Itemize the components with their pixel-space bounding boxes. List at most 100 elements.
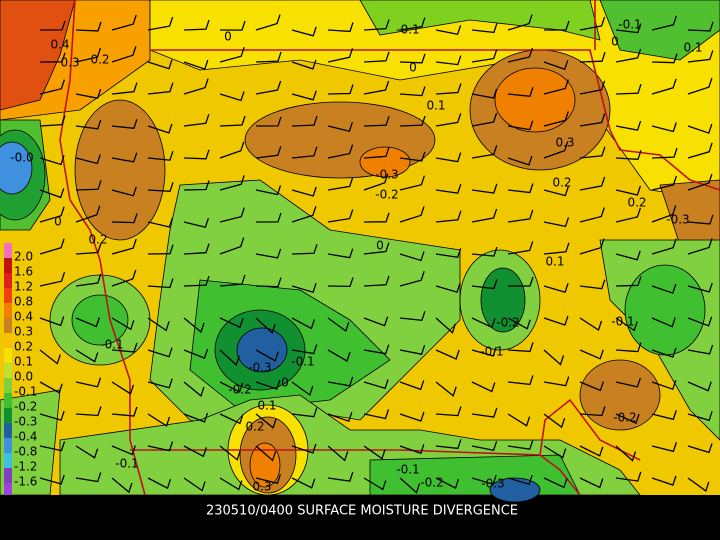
wind-barb — [399, 175, 426, 191]
wind-barb — [111, 82, 138, 95]
wind-barb — [111, 186, 137, 197]
wind-barb — [363, 115, 390, 127]
wind-barb — [651, 410, 677, 421]
wind-barb — [435, 317, 457, 334]
wind-barb — [327, 177, 354, 191]
wind-barb — [75, 180, 102, 191]
wind-barb — [399, 115, 426, 127]
legend-swatch — [4, 393, 12, 408]
wind-barb — [543, 315, 569, 326]
legend-label: 0.2 — [14, 340, 33, 354]
legend-label: 1.2 — [14, 280, 33, 294]
wind-barb — [579, 279, 606, 290]
wind-barb — [219, 175, 245, 191]
legend-swatch — [4, 333, 12, 348]
contour-label: -0.3 — [666, 213, 689, 227]
wind-barb — [255, 248, 282, 259]
wind-barb — [363, 275, 390, 287]
wind-barb — [147, 413, 171, 427]
wind-barb — [543, 242, 570, 255]
contour-label: -0.1 — [480, 345, 503, 359]
legend-label: -0.8 — [14, 445, 37, 459]
wind-barb — [399, 206, 425, 223]
wind-barb — [471, 49, 498, 63]
legend-label: 0.1 — [14, 355, 33, 369]
wind-barb — [255, 277, 282, 288]
wind-barb — [327, 248, 354, 259]
wind-barb — [291, 381, 314, 397]
legend-label: -1.6 — [14, 475, 37, 489]
wind-barb — [363, 212, 390, 223]
wind-barb — [39, 115, 66, 127]
wind-barb — [183, 348, 209, 359]
wind-barb — [615, 471, 642, 482]
wind-barb — [39, 238, 65, 255]
wind-barb — [111, 406, 138, 417]
wind-barb — [435, 83, 462, 95]
wind-barb — [543, 79, 569, 95]
legend-swatch — [4, 378, 12, 393]
wind-barb — [507, 439, 534, 450]
wind-barb — [579, 317, 603, 332]
legend-swatch — [4, 303, 12, 318]
wind-barb — [399, 270, 425, 287]
wind-barb — [75, 205, 101, 223]
wind-barb — [75, 154, 101, 165]
wind-barb — [147, 441, 174, 452]
wind-barb — [687, 214, 714, 225]
wind-barb — [183, 78, 209, 95]
wind-barb — [75, 317, 100, 328]
wind-barb — [399, 411, 425, 422]
wind-barb — [687, 173, 713, 191]
wind-barb — [111, 119, 138, 130]
wind-barb — [363, 344, 390, 355]
wind-barb — [687, 50, 714, 63]
wind-barb — [363, 242, 390, 255]
wind-barb — [651, 78, 677, 95]
wind-barb — [147, 82, 174, 95]
contour-label: 0.1 — [545, 255, 564, 269]
wind-barb — [147, 123, 173, 134]
wind-barb — [543, 141, 569, 159]
wind-barb — [219, 141, 245, 159]
wind-barb — [435, 381, 457, 397]
wind-barb — [687, 282, 713, 293]
contour-label: -0.1 — [100, 338, 123, 352]
wind-barb — [291, 344, 318, 355]
legend-label: 0.3 — [14, 325, 33, 339]
legend-swatch — [4, 483, 12, 495]
wind-barb — [399, 53, 426, 64]
wind-barb — [75, 406, 102, 417]
legend-label: 0.4 — [14, 310, 33, 324]
wind-barb — [507, 342, 534, 353]
wind-barb — [363, 379, 389, 390]
contour-label: 0.2 — [88, 233, 107, 247]
wind-barb — [471, 381, 496, 393]
wind-barb — [327, 121, 354, 132]
wind-barb — [687, 238, 713, 255]
wind-barb — [579, 16, 606, 31]
wind-barb — [471, 441, 498, 452]
wind-barb — [291, 146, 318, 159]
wind-barb — [687, 21, 714, 32]
wind-barb — [543, 282, 569, 294]
wind-barb — [75, 243, 102, 255]
wind-barb — [435, 152, 462, 163]
wind-barb — [111, 238, 137, 255]
contour-label: -0.2 — [496, 316, 519, 330]
wind-barb — [219, 274, 246, 287]
wind-barb — [39, 349, 61, 365]
wind-barb — [651, 15, 678, 31]
wind-barb — [291, 115, 318, 127]
wind-barb — [507, 241, 534, 255]
legend-label: -0.4 — [14, 430, 37, 444]
wind-barb — [579, 113, 606, 127]
wind-barb — [651, 283, 677, 294]
wind-barb — [651, 122, 677, 133]
wind-barb — [219, 115, 246, 127]
wind-barb — [471, 23, 498, 34]
legend-swatch — [4, 288, 12, 303]
wind-barb — [147, 59, 173, 70]
wind-barb — [219, 413, 244, 425]
